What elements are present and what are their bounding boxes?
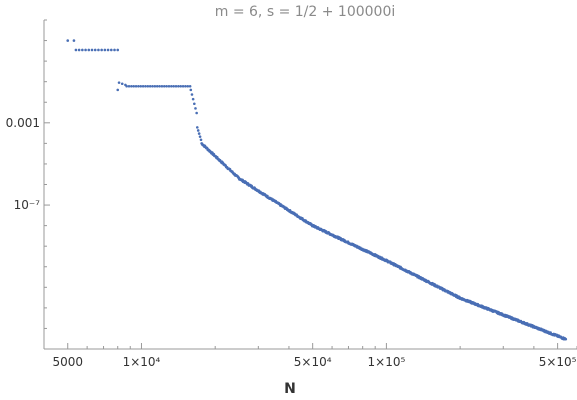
data-point [146,84,150,88]
data-point [117,81,121,84]
data-point [170,84,173,88]
x-tick-label: 5×10⁵ [539,355,577,369]
data-point [116,88,120,92]
data-point [181,84,185,88]
data-point [188,84,192,88]
data-point [195,126,199,129]
data-point [194,107,197,110]
data-point [184,84,187,88]
data-point [186,84,190,88]
data-point [162,84,166,88]
chart-title: m = 6, s = 1/2 + 100000i [215,4,396,20]
axes [43,20,577,350]
data-point [127,84,131,88]
tick-labels: 5000 1×10⁴ 5×10⁴ 1×10⁵ 5×10⁵ 0.001 10⁻⁷ [6,116,577,369]
data-point [191,97,195,101]
data-point [148,84,152,88]
data-point [120,82,124,86]
data-point [93,48,97,52]
data-point [177,84,180,88]
data-point [193,102,196,106]
x-tick-label: 5×10⁴ [294,355,332,369]
data-point [151,84,154,88]
data-point [174,84,178,88]
data-point [198,135,202,138]
data-point [116,48,120,52]
y-tick-label: 10⁻⁷ [14,198,41,212]
data-point [110,48,113,52]
data-point [66,39,70,42]
data-point [77,48,81,52]
data-points [66,39,568,341]
data-point [139,84,143,88]
data-point [132,84,136,88]
data-point [197,132,201,135]
data-point [72,39,76,42]
data-point [172,84,175,88]
data-point [155,84,159,88]
data-point [144,84,147,88]
data-point [158,84,161,88]
data-point [141,84,145,88]
data-point [199,138,203,142]
data-point [90,48,94,52]
data-point [74,48,78,52]
data-point [130,84,133,88]
data-point [81,48,84,52]
data-point [97,48,100,52]
data-point [84,48,87,52]
data-point [87,48,91,52]
x-axis-title: N [284,381,296,397]
data-point [106,48,110,52]
data-point [153,84,157,88]
data-point [113,48,116,52]
data-point [103,48,107,52]
data-point [189,88,193,92]
data-point [134,84,138,88]
data-point [160,84,164,88]
data-point [195,111,198,115]
data-point [179,84,183,88]
data-point [165,84,168,88]
data-point [564,337,568,341]
x-tick-label: 1×10⁴ [123,355,161,369]
x-tick-label: 5000 [52,355,83,369]
data-point [190,93,194,96]
data-point [196,129,200,132]
y-tick-label: 0.001 [6,116,40,130]
data-point [100,48,103,52]
data-point [167,84,171,88]
data-point [137,84,140,88]
data-point [125,84,128,88]
tick-marks [43,19,577,350]
x-tick-label: 1×10⁵ [368,355,406,369]
